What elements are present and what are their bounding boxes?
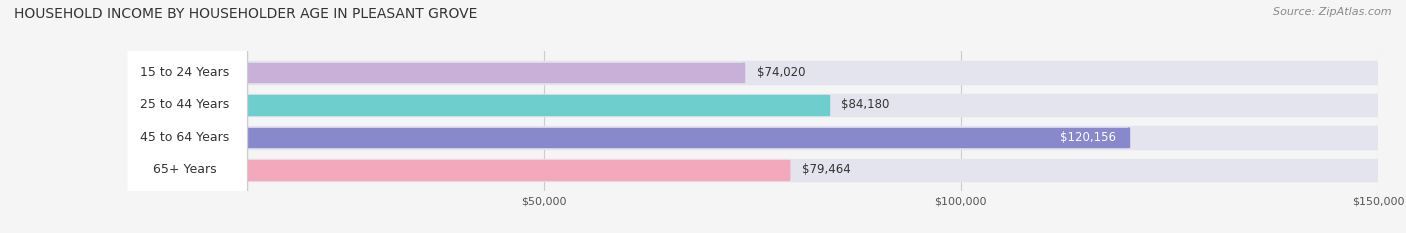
FancyBboxPatch shape: [127, 0, 247, 233]
Bar: [127, 160, 789, 180]
Text: Source: ZipAtlas.com: Source: ZipAtlas.com: [1274, 7, 1392, 17]
Text: 25 to 44 Years: 25 to 44 Years: [141, 98, 229, 111]
Text: $79,464: $79,464: [801, 163, 851, 176]
Bar: [127, 95, 828, 115]
FancyBboxPatch shape: [127, 0, 247, 233]
Bar: [127, 126, 1378, 149]
Bar: [127, 63, 744, 82]
Bar: [127, 158, 1378, 181]
Text: $84,180: $84,180: [841, 98, 890, 111]
Bar: [127, 61, 1378, 84]
Text: 65+ Years: 65+ Years: [153, 163, 217, 176]
FancyBboxPatch shape: [127, 0, 247, 233]
Bar: [127, 93, 1378, 116]
Text: $120,156: $120,156: [1060, 131, 1116, 144]
Text: 15 to 24 Years: 15 to 24 Years: [141, 66, 229, 79]
Text: HOUSEHOLD INCOME BY HOUSEHOLDER AGE IN PLEASANT GROVE: HOUSEHOLD INCOME BY HOUSEHOLDER AGE IN P…: [14, 7, 478, 21]
Bar: [127, 128, 1129, 147]
Text: $74,020: $74,020: [756, 66, 806, 79]
FancyBboxPatch shape: [127, 0, 247, 233]
Text: 45 to 64 Years: 45 to 64 Years: [141, 131, 229, 144]
